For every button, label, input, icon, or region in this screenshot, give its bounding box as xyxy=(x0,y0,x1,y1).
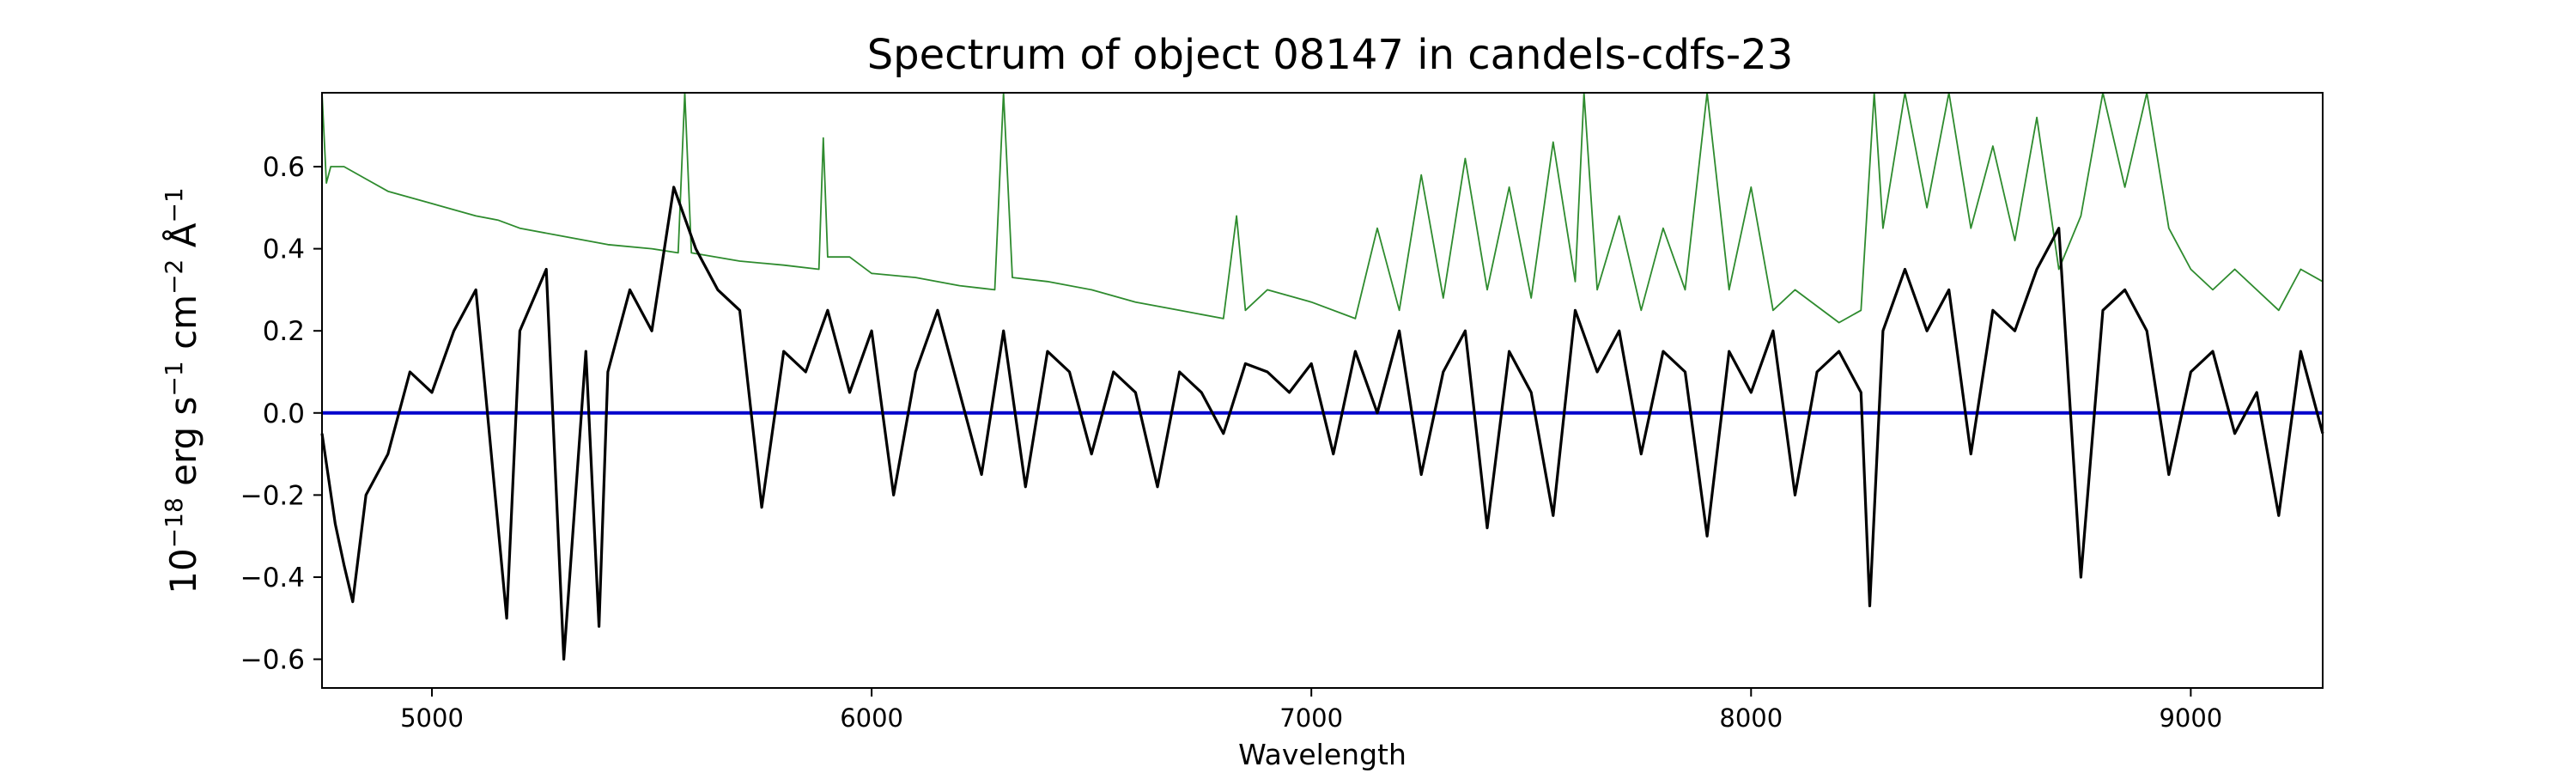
ylabel-exp1: −18 xyxy=(160,497,188,548)
x-axis: 5000 6000 7000 8000 9000 xyxy=(400,688,2222,733)
ylabel-erg: erg s xyxy=(162,397,204,498)
series-line-flux xyxy=(320,186,2324,661)
y-axis: −0.6 −0.4 −0.2 0.0 0.2 0.4 0.6 xyxy=(240,152,322,676)
ylabel-ang: Å xyxy=(161,222,204,259)
plot-frame xyxy=(321,92,2324,689)
chart-title: Spectrum of object 08147 in candels-cdfs… xyxy=(867,31,1794,79)
series-line-noise xyxy=(321,92,2324,324)
x-tick-label: 7000 xyxy=(1279,703,1343,733)
y-tick-label: −0.2 xyxy=(240,480,305,511)
ylabel-exp3: −2 xyxy=(160,259,188,295)
y-tick-label: 0.2 xyxy=(263,316,305,347)
y-tick-label: −0.6 xyxy=(240,645,305,676)
y-tick-label: 0.0 xyxy=(263,399,305,429)
ylabel-exp2: −1 xyxy=(160,361,188,396)
y-tick-label: 0.4 xyxy=(263,234,305,265)
y-axis-label: 10−18 erg s−1 cm−2 Å−1 xyxy=(160,187,204,593)
ylabel-base: 10 xyxy=(162,548,204,593)
ylabel-cm: cm xyxy=(162,295,204,361)
x-tick-label: 5000 xyxy=(400,703,464,733)
ylabel-exp4: −1 xyxy=(160,187,188,222)
y-tick-label: 0.6 xyxy=(263,152,305,183)
x-tick-label: 6000 xyxy=(840,703,903,733)
y-tick-label: −0.4 xyxy=(240,563,305,593)
x-axis-label: Wavelength xyxy=(1238,738,1406,771)
series-layer xyxy=(320,92,2324,661)
x-tick-label: 8000 xyxy=(1719,703,1783,733)
x-tick-label: 9000 xyxy=(2159,703,2222,733)
